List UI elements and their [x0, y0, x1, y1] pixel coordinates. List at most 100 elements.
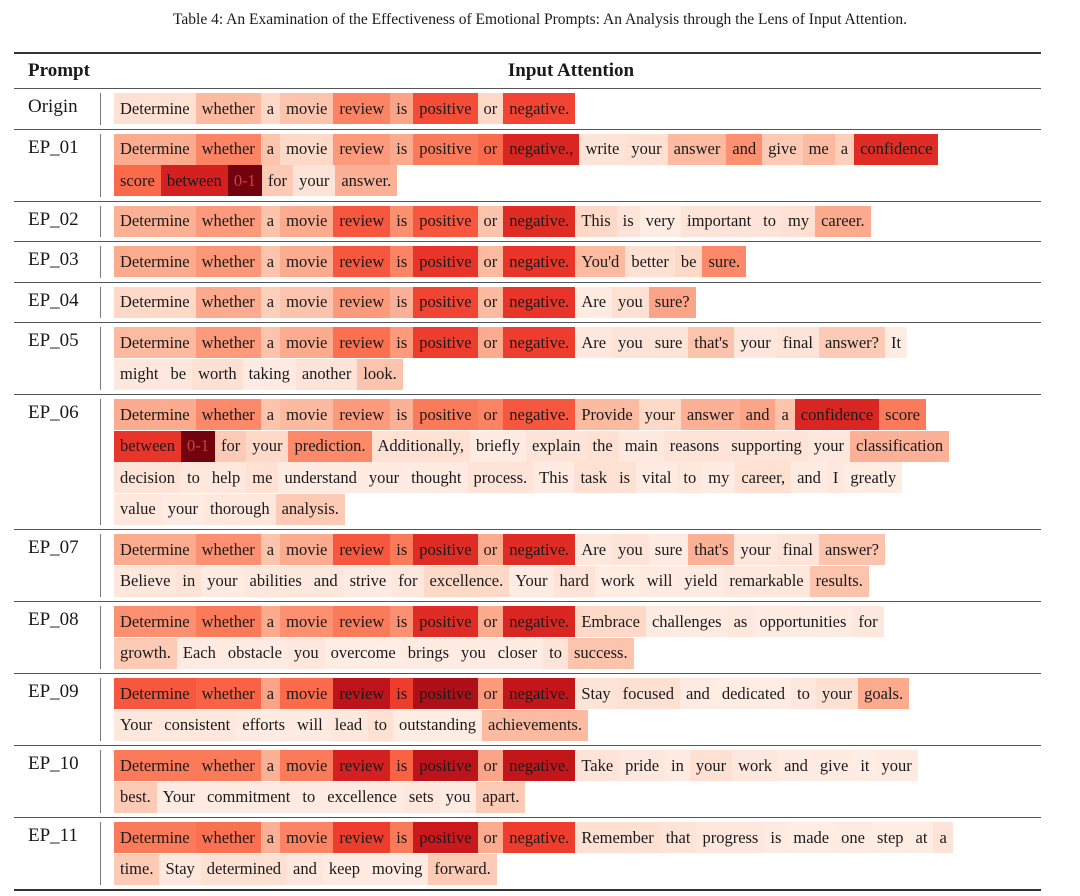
- row-rule: [14, 745, 1041, 746]
- attention-token: score: [879, 399, 926, 430]
- attention-token: negative.: [503, 327, 576, 358]
- attention-token: positive: [413, 246, 478, 277]
- attention-token: whether: [195, 606, 261, 637]
- attention-token: your: [293, 165, 336, 196]
- attention-token: review: [333, 93, 391, 124]
- token-line: time. Stay determined and keep moving forward.: [114, 853, 1041, 885]
- attention-token: 0-1: [227, 165, 262, 196]
- attention-token: your: [362, 462, 406, 493]
- attention-token: taking: [242, 358, 296, 390]
- attention-token: reasons: [663, 430, 726, 462]
- attention-header: Input Attention: [507, 60, 635, 81]
- attention-token: negative.: [503, 205, 576, 237]
- attention-token: final: [776, 327, 819, 358]
- attention-token: will: [640, 565, 679, 597]
- attention-token: movie: [280, 750, 334, 781]
- attention-token: a: [260, 246, 281, 277]
- attention-token: to: [791, 678, 816, 709]
- attention-token: me: [246, 462, 279, 493]
- attention-token: whether: [195, 399, 261, 430]
- attention-token: my: [702, 462, 736, 493]
- attention-token: negative.: [503, 534, 576, 565]
- row-rule: [14, 817, 1041, 818]
- attention-token: positive: [413, 606, 478, 637]
- attention-token: or: [477, 534, 504, 565]
- attention-token: supporting: [725, 430, 808, 462]
- attention-token: you: [612, 327, 649, 358]
- attention-token: is: [390, 133, 414, 165]
- attention-token: your: [161, 493, 204, 525]
- attention-token: positive: [413, 205, 478, 237]
- attention-token: sets: [402, 781, 440, 813]
- attention-token: review: [333, 327, 391, 358]
- attention-token: abilities: [243, 565, 308, 597]
- attention-token: answer: [680, 399, 740, 430]
- token-line: Determine whether a movie review is positive or…: [114, 327, 1041, 358]
- attention-cell: Determine whether a movie review is positive or…: [101, 746, 1041, 817]
- token-line: Determine whether a movie review is positive or…: [114, 399, 1041, 430]
- attention-token: answer.: [335, 165, 398, 196]
- attention-token: a: [260, 534, 281, 565]
- table-row: EP_06 Determine whether a movie review is posit…: [14, 395, 1041, 529]
- attention-token: This: [575, 205, 617, 237]
- row-rule: [14, 601, 1041, 602]
- attention-token: your: [734, 327, 777, 358]
- attention-token: or: [477, 133, 504, 165]
- attention-token: whether: [195, 286, 261, 318]
- attention-cell: Determine whether a movie review is positive or…: [101, 818, 1041, 889]
- attention-token: or: [477, 399, 504, 430]
- attention-token: Are: [575, 286, 613, 318]
- attention-token: be: [674, 246, 703, 277]
- attention-token: answer?: [818, 534, 885, 565]
- attention-token: between: [114, 430, 181, 462]
- column-divider: [100, 327, 101, 390]
- attention-token: negative.,: [503, 133, 580, 165]
- prompt-header: Prompt: [28, 60, 90, 81]
- attention-token: a: [260, 399, 281, 430]
- attention-token: look.: [357, 358, 403, 390]
- attention-token: review: [333, 399, 391, 430]
- attention-token: to: [677, 462, 703, 493]
- prompt-label: EP_08: [28, 609, 79, 630]
- attention-token: is: [390, 246, 414, 277]
- attention-token: briefly: [469, 430, 526, 462]
- attention-token: is: [390, 678, 414, 709]
- attention-token: to: [543, 637, 568, 669]
- row-rule: [14, 241, 1041, 242]
- attention-token: keep: [322, 853, 366, 885]
- column-divider: [100, 205, 101, 237]
- attention-token: whether: [195, 93, 261, 124]
- attention-token: a: [933, 822, 953, 853]
- attention-token: for: [392, 565, 424, 597]
- attention-token: will: [291, 709, 329, 741]
- attention-cell: Determine whether a movie review is positive or…: [101, 395, 1041, 529]
- attention-token: determined: [200, 853, 288, 885]
- attention-token: me: [802, 133, 835, 165]
- attention-token: for: [214, 430, 247, 462]
- table-row: EP_11 Determine whether a movie review is posit…: [14, 818, 1041, 889]
- attention-token: dedicated: [715, 678, 792, 709]
- attention-token: is: [390, 93, 414, 124]
- attention-token: a: [260, 606, 281, 637]
- attention-token: Your: [509, 565, 554, 597]
- attention-token: review: [333, 286, 391, 318]
- attention-token: is: [390, 286, 414, 318]
- attention-token: is: [390, 606, 414, 637]
- attention-token: review: [333, 750, 391, 781]
- attention-token: It: [885, 327, 908, 358]
- token-line: decision to help me understand your thought pro…: [114, 462, 1041, 493]
- attention-token: analysis.: [275, 493, 345, 525]
- attention-token: negative.: [503, 286, 576, 318]
- column-divider: [100, 534, 101, 597]
- attention-token: your: [815, 678, 859, 709]
- table-row: EP_09 Determine whether a movie review is posit…: [14, 674, 1041, 745]
- token-line: Determine whether a movie review is positive or…: [114, 678, 1041, 709]
- attention-token: your: [625, 133, 668, 165]
- attention-token: obstacle: [221, 637, 288, 669]
- attention-token: or: [477, 750, 504, 781]
- attention-token: to: [181, 462, 206, 493]
- column-divider: [100, 399, 101, 525]
- attention-token: prediction.: [288, 430, 372, 462]
- table-body: Origin Determine whether a movie review is posi…: [14, 89, 1041, 889]
- attention-token: a: [775, 399, 795, 430]
